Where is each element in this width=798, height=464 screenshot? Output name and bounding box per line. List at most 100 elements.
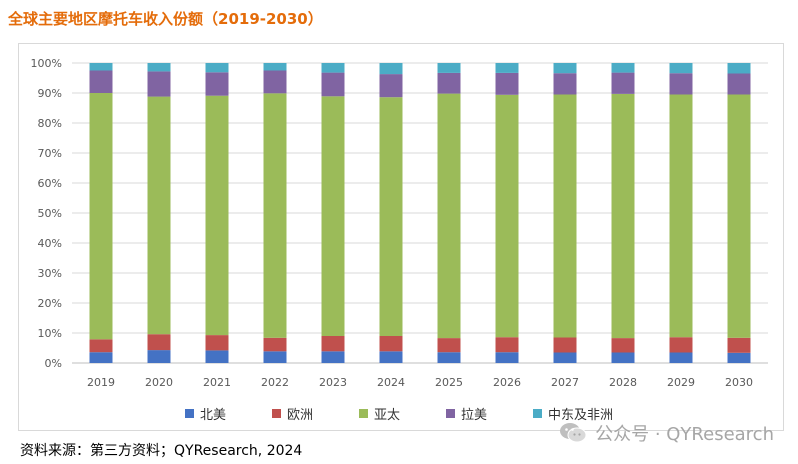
wechat-icon: [560, 423, 587, 443]
y-tick-label: 20%: [38, 297, 62, 310]
legend-label: 中东及非洲: [548, 407, 614, 423]
bar-segment: [205, 335, 229, 351]
bar-segment: [495, 94, 519, 338]
bar-segment: [147, 96, 171, 335]
bar-segment: [727, 352, 751, 363]
legend-label: 北美: [199, 407, 226, 423]
x-tick-label: 2028: [609, 376, 637, 389]
gridlines: [72, 62, 768, 364]
bar-segment: [553, 73, 577, 95]
y-tick-label: 0%: [45, 357, 62, 370]
bar-segment: [495, 63, 519, 73]
y-tick-label: 10%: [38, 327, 62, 340]
x-tick-label: 2026: [493, 376, 521, 389]
bar-segment: [611, 352, 635, 363]
bar-segment: [495, 352, 519, 363]
x-axis-ticks: 2019 2020 2021 2022 2023 2024 2025 2026 2027 2028…: [87, 376, 753, 389]
bar-segment: [727, 63, 751, 74]
bar-segment: [611, 72, 635, 94]
bar-segment: [147, 350, 171, 363]
legend-label: 拉美: [461, 407, 488, 423]
x-tick-label: 2020: [145, 376, 173, 389]
bar-segment: [437, 93, 461, 339]
bar-segment: [263, 351, 287, 363]
bar-segment: [321, 63, 345, 73]
y-axis-ticks: 0% 10% 20% 30% 40% 50% 60% 70% 80% 90% 100%: [31, 57, 62, 370]
chart-title: 全球主要地区摩托车收入份额（2019-2030）: [8, 10, 323, 28]
bar-segment: [321, 96, 345, 336]
x-tick-label: 2025: [435, 376, 463, 389]
chart-frame: [18, 43, 784, 431]
watermark-text: 公众号 · QYResearch: [595, 424, 774, 445]
x-tick-label: 2023: [319, 376, 347, 389]
legend-label: 欧洲: [286, 407, 313, 423]
y-tick-label: 70%: [38, 147, 62, 160]
bar-segment: [263, 337, 287, 352]
bar-segment: [611, 93, 635, 339]
x-tick-label: 2030: [725, 376, 753, 389]
legend-swatch: [184, 408, 194, 418]
bar-segment: [669, 337, 693, 353]
x-tick-label: 2019: [87, 376, 115, 389]
watermark: 公众号 · QYResearch: [559, 420, 774, 446]
bar-segment: [437, 338, 461, 353]
chart-legend: 北美 欧洲 亚太 拉美 中东及非洲: [0, 403, 798, 423]
bar-segment: [89, 93, 113, 340]
bars: [89, 63, 751, 363]
bar-segment: [205, 350, 229, 363]
bar-segment: [321, 336, 345, 352]
stacked-bar-chart: 0%10%20%30%40%50%60%70%80%90%100% 2019 20…: [31, 57, 768, 389]
bar-segment: [379, 97, 403, 336]
y-tick-label: 50%: [38, 207, 62, 220]
y-tick-label: 40%: [38, 237, 62, 250]
source-note: 资料来源：第三方资料；QYResearch, 2024: [20, 443, 303, 459]
y-tick-label: 60%: [38, 177, 62, 190]
bar-segment: [379, 336, 403, 352]
bar-segment: [205, 72, 229, 96]
bar-segment: [437, 352, 461, 363]
bar-segment: [669, 94, 693, 338]
bar-segment: [263, 70, 287, 94]
y-tick-label: 100%: [31, 57, 62, 70]
x-tick-label: 2027: [551, 376, 579, 389]
bar-segment: [147, 334, 171, 351]
legend-swatch: [446, 408, 455, 418]
bar-segment: [669, 352, 693, 363]
bar-segment: [495, 337, 519, 353]
bar-segment: [321, 72, 345, 97]
legend-item: 中东及非洲: [533, 404, 613, 423]
bar-segment: [379, 74, 403, 98]
x-tick-label: 2029: [667, 376, 695, 389]
bar-segment: [669, 73, 693, 95]
bar-segment: [611, 338, 635, 353]
bar-segment: [263, 93, 287, 338]
bar-segment: [89, 70, 113, 93]
bar-segment: [89, 352, 113, 363]
legend-item: 北美: [184, 404, 226, 423]
bar-segment: [611, 63, 635, 73]
bar-segment: [379, 63, 403, 75]
legend-label: 亚太: [373, 407, 400, 423]
bar-segment: [205, 95, 229, 336]
bar-segment: [437, 63, 461, 73]
x-tick-label: 2021: [203, 376, 231, 389]
x-tick-label: 2022: [261, 376, 289, 389]
bar-segment: [437, 72, 461, 94]
legend-swatch: [533, 408, 543, 418]
bar-segment: [553, 337, 577, 353]
legend-item: 欧洲: [271, 404, 313, 423]
y-tick-label: 80%: [38, 117, 62, 130]
bar-segment: [89, 339, 113, 353]
bar-segment: [553, 63, 577, 74]
bar-segment: [669, 63, 693, 74]
legend-item: 拉美: [446, 404, 487, 423]
legend-swatch: [271, 408, 281, 418]
x-tick-label: 2024: [377, 376, 405, 389]
bar-segment: [263, 63, 287, 71]
bar-segment: [495, 72, 519, 95]
y-tick-label: 90%: [38, 87, 62, 100]
bar-segment: [727, 73, 751, 95]
bar-segment: [147, 63, 171, 72]
bar-segment: [205, 63, 229, 73]
y-tick-label: 30%: [38, 267, 62, 280]
